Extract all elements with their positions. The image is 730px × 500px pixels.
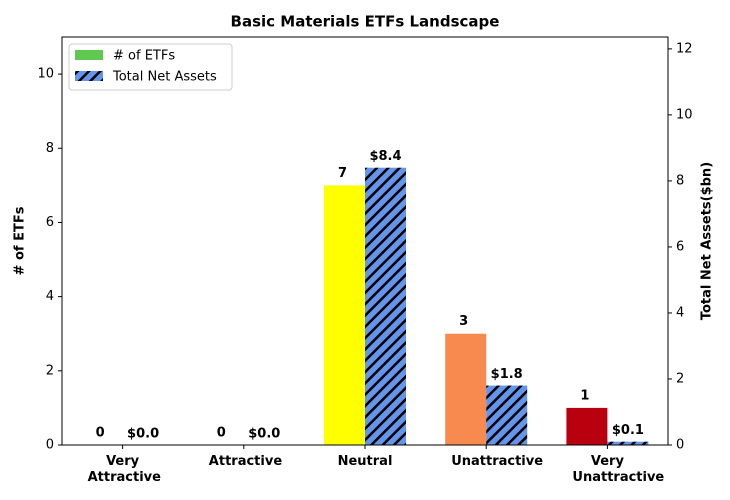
- data-label: $8.4: [369, 149, 401, 164]
- bar: [365, 167, 406, 445]
- y-tick-label: 8: [46, 141, 54, 156]
- y2-tick-label: 8: [676, 173, 684, 188]
- data-label: $0.0: [127, 427, 159, 442]
- y2-tick-label: 4: [676, 305, 684, 320]
- plot-frame: [61, 36, 669, 446]
- legend-label: Total Net Assets: [112, 70, 217, 85]
- y2-tick-label: 0: [676, 438, 684, 453]
- chart-title: Basic Materials ETFs Landscape: [231, 13, 500, 31]
- data-label: 7: [338, 166, 347, 181]
- bar: [324, 185, 365, 445]
- x-tick-label: Neutral: [337, 454, 393, 469]
- y-tick-label: 0: [46, 438, 54, 453]
- x-tick-label: Attractive: [208, 454, 283, 469]
- legend-box: [68, 43, 233, 91]
- y2-tick-label: 2: [676, 371, 684, 386]
- legend-swatch: [75, 50, 103, 60]
- bar: [445, 333, 487, 445]
- y2-tick-label: 6: [676, 239, 684, 254]
- bar: [566, 407, 608, 445]
- y-axis-label: # of ETFs: [13, 206, 28, 275]
- data-label: 1: [580, 388, 589, 403]
- data-label: $1.8: [491, 367, 523, 382]
- data-label: 0: [96, 426, 105, 441]
- y2-tick-label: 12: [676, 41, 693, 56]
- x-tick-label: Very Unattractive: [572, 454, 665, 485]
- data-label: 3: [459, 314, 468, 329]
- data-label: 0: [217, 426, 226, 441]
- data-label: $0.0: [248, 427, 280, 442]
- y-tick-label: 6: [46, 215, 54, 230]
- bar: [486, 385, 528, 445]
- bar: [607, 441, 649, 445]
- x-tick-label: Unattractive: [451, 454, 544, 469]
- y2-axis-label: Total Net Assets($bn): [700, 162, 715, 320]
- y-tick-label: 4: [46, 289, 54, 304]
- y-tick-label: 2: [46, 363, 54, 378]
- y-tick-label: 10: [37, 67, 54, 82]
- data-label: $0.1: [612, 423, 644, 438]
- x-tick-label: Very Attractive: [87, 454, 161, 485]
- y2-tick-label: 10: [676, 107, 693, 122]
- legend-label: # of ETFs: [113, 49, 175, 64]
- legend-swatch: [75, 71, 103, 81]
